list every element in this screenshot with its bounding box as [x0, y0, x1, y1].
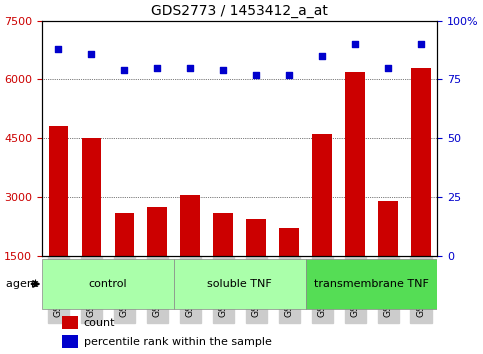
Point [252, 72, 260, 78]
Text: count: count [84, 318, 115, 328]
Point [87, 51, 95, 56]
Bar [62, 335, 78, 348]
Text: transmembrane TNF: transmembrane TNF [314, 279, 429, 289]
Text: percentile rank within the sample: percentile rank within the sample [84, 337, 271, 347]
Bar [213, 213, 233, 315]
Point [219, 67, 227, 73]
FancyBboxPatch shape [42, 258, 174, 309]
Text: soluble TNF: soluble TNF [207, 279, 272, 289]
Bar [345, 72, 365, 315]
Bar [378, 201, 398, 315]
Point [351, 41, 359, 47]
Point [154, 65, 161, 70]
Point [417, 41, 425, 47]
Bar [181, 195, 200, 315]
Bar [411, 68, 431, 315]
Bar [147, 207, 167, 315]
Point [384, 65, 392, 70]
Point [186, 65, 194, 70]
Point [121, 67, 128, 73]
Text: control: control [88, 279, 127, 289]
FancyBboxPatch shape [174, 258, 306, 309]
Point [318, 53, 326, 59]
FancyBboxPatch shape [306, 258, 438, 309]
Text: agent: agent [6, 279, 42, 289]
Title: GDS2773 / 1453412_a_at: GDS2773 / 1453412_a_at [151, 4, 328, 18]
Bar [312, 134, 332, 315]
Bar [82, 138, 101, 315]
Bar [279, 228, 299, 315]
Bar [49, 126, 69, 315]
Point [285, 72, 293, 78]
Point [55, 46, 62, 52]
Bar [114, 213, 134, 315]
Bar [246, 218, 266, 315]
Bar [62, 316, 78, 329]
